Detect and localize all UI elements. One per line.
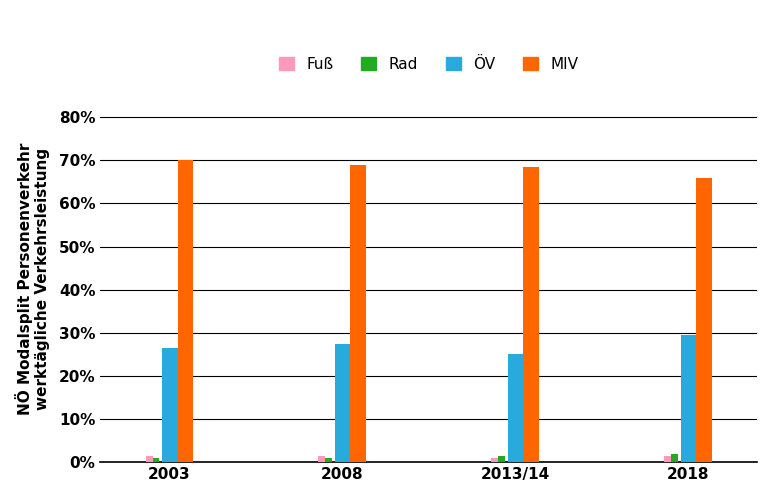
Bar xyxy=(325,458,332,462)
Bar xyxy=(696,177,712,462)
Bar xyxy=(153,458,159,462)
Bar xyxy=(523,167,539,462)
Bar xyxy=(508,354,523,462)
Bar xyxy=(335,343,350,462)
Bar xyxy=(162,348,178,462)
Bar xyxy=(350,165,366,462)
Bar xyxy=(146,456,153,462)
Legend: Fuß, Rad, ÖV, MIV: Fuß, Rad, ÖV, MIV xyxy=(275,52,583,76)
Y-axis label: NÖ Modalsplit Personenverkehr
werktägliche Verkehrsleistung: NÖ Modalsplit Personenverkehr werktäglic… xyxy=(15,143,50,415)
Bar xyxy=(664,456,671,462)
Bar xyxy=(178,161,193,462)
Bar xyxy=(498,456,505,462)
Bar xyxy=(318,456,325,462)
Bar xyxy=(491,458,498,462)
Bar xyxy=(681,335,696,462)
Bar xyxy=(671,454,678,462)
